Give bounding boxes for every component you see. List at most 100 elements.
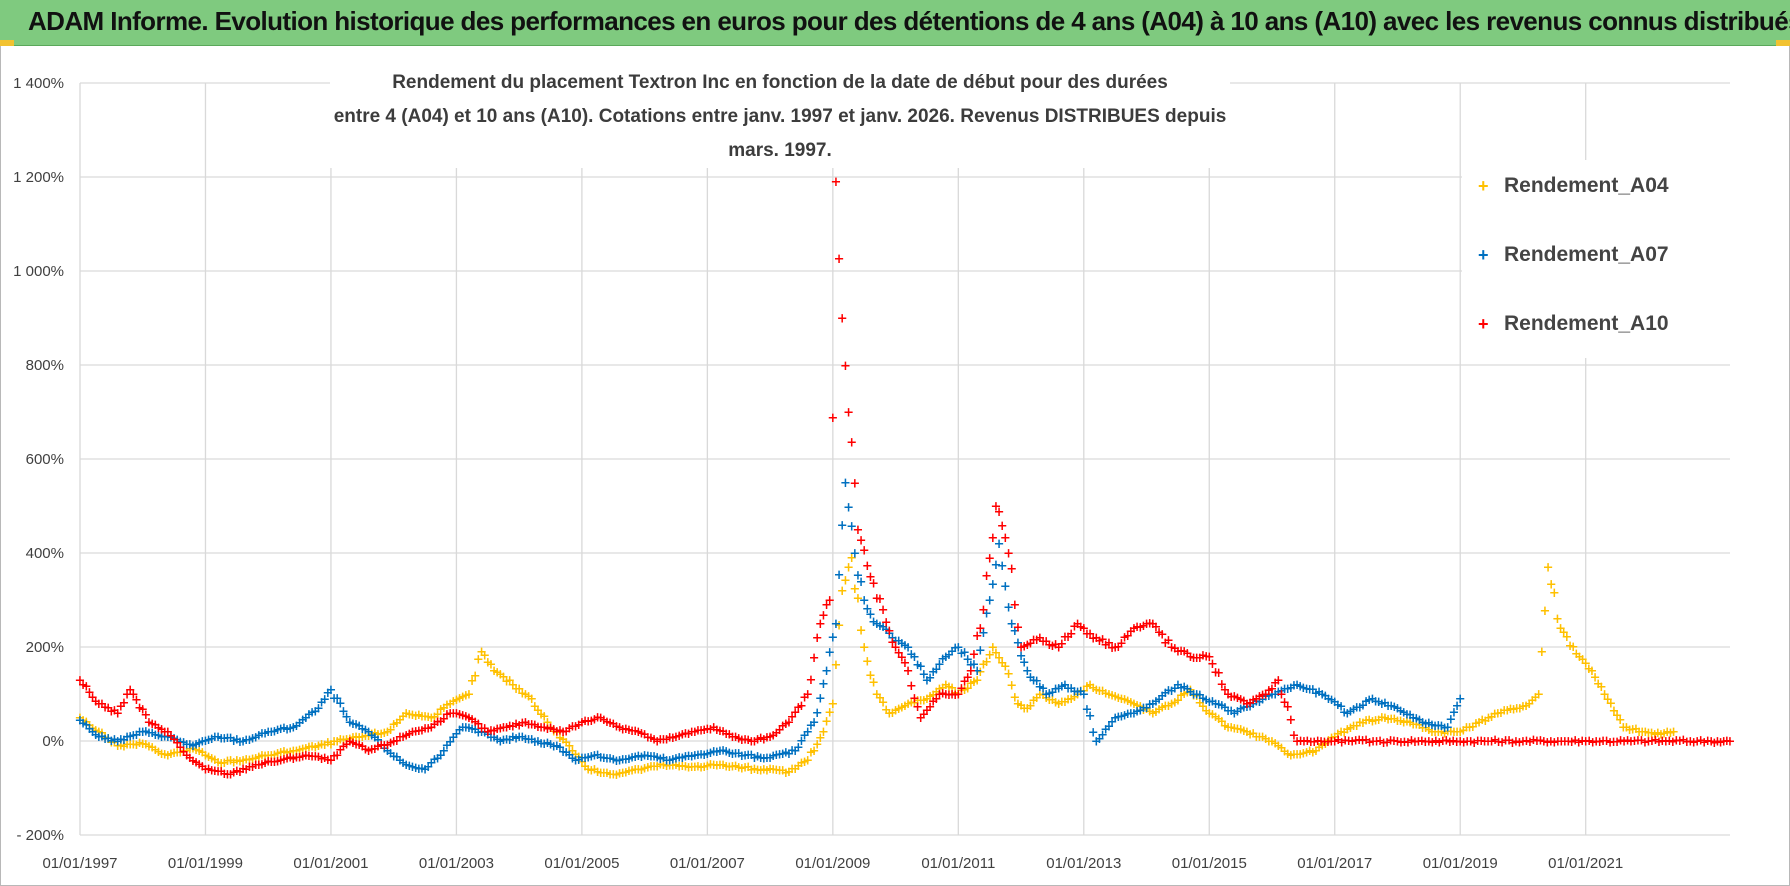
data-point: + bbox=[1022, 638, 1033, 653]
data-point: + bbox=[1637, 725, 1648, 740]
banner-accent-left bbox=[0, 40, 14, 46]
data-point: + bbox=[536, 736, 547, 751]
data-point: + bbox=[686, 749, 697, 764]
data-point: + bbox=[1063, 681, 1074, 696]
data-point: + bbox=[771, 726, 782, 741]
data-point: + bbox=[1665, 726, 1676, 741]
data-point: + bbox=[485, 658, 496, 673]
data-point: + bbox=[1577, 652, 1588, 667]
data-point: + bbox=[1041, 691, 1052, 706]
data-point: + bbox=[724, 727, 735, 742]
data-point: + bbox=[219, 767, 230, 782]
data-point: + bbox=[620, 753, 631, 768]
data-point: + bbox=[1584, 734, 1595, 749]
data-point: + bbox=[1113, 691, 1124, 706]
data-point: + bbox=[1587, 664, 1598, 679]
data-point: + bbox=[222, 768, 233, 783]
data-point: + bbox=[1545, 735, 1556, 750]
data-point: + bbox=[1028, 674, 1039, 689]
data-point: + bbox=[388, 718, 399, 733]
data-point: + bbox=[1577, 734, 1588, 749]
data-point: + bbox=[482, 656, 493, 671]
data-point: + bbox=[247, 752, 258, 767]
data-point: + bbox=[787, 710, 798, 725]
data-point: + bbox=[520, 688, 531, 703]
data-point: + bbox=[1125, 706, 1136, 721]
data-point: + bbox=[187, 742, 198, 757]
data-point: + bbox=[790, 744, 801, 759]
data-point: + bbox=[410, 761, 421, 776]
data-point: + bbox=[1110, 711, 1121, 726]
data-point: + bbox=[564, 748, 575, 763]
data-point: + bbox=[1535, 733, 1546, 748]
data-point: + bbox=[589, 749, 600, 764]
data-point: + bbox=[1000, 659, 1011, 674]
data-point: + bbox=[1695, 733, 1706, 748]
data-point: + bbox=[1361, 695, 1372, 710]
data-point: + bbox=[714, 724, 725, 739]
data-point: + bbox=[1100, 638, 1111, 653]
data-point: + bbox=[984, 552, 995, 567]
data-point: + bbox=[1706, 735, 1717, 750]
data-point: + bbox=[1207, 657, 1218, 672]
data-point: + bbox=[1185, 650, 1196, 665]
data-point: + bbox=[1069, 619, 1080, 634]
data-point: + bbox=[285, 745, 296, 760]
data-point: + bbox=[269, 748, 280, 763]
data-point: + bbox=[1078, 684, 1089, 699]
data-point: + bbox=[677, 728, 688, 743]
data-point: + bbox=[1646, 726, 1657, 741]
data-point: + bbox=[1254, 730, 1265, 745]
data-point: + bbox=[260, 749, 271, 764]
data-point: + bbox=[253, 750, 264, 765]
data-point: + bbox=[790, 705, 801, 720]
data-point: + bbox=[975, 665, 986, 680]
data-point: + bbox=[1376, 711, 1387, 726]
data-point: + bbox=[787, 762, 798, 777]
data-point: + bbox=[611, 754, 622, 769]
data-point: + bbox=[1110, 641, 1121, 656]
data-point: + bbox=[649, 733, 660, 748]
data-point: + bbox=[1411, 717, 1422, 732]
data-point: + bbox=[1580, 735, 1591, 750]
data-point: + bbox=[1405, 708, 1416, 723]
data-point: + bbox=[1216, 699, 1227, 714]
data-point: + bbox=[630, 763, 641, 778]
data-point: + bbox=[388, 750, 399, 765]
data-point: + bbox=[1289, 728, 1300, 743]
data-point: + bbox=[922, 703, 933, 718]
data-point: + bbox=[689, 725, 700, 740]
data-point: + bbox=[711, 745, 722, 760]
data-point: + bbox=[347, 730, 358, 745]
data-point: + bbox=[1025, 637, 1036, 652]
data-point: + bbox=[1298, 681, 1309, 696]
data-point: + bbox=[1160, 686, 1171, 701]
data-point: + bbox=[1361, 733, 1372, 748]
data-point: + bbox=[815, 731, 826, 746]
data-point: + bbox=[1439, 721, 1450, 736]
data-point: + bbox=[1336, 725, 1347, 740]
data-point: + bbox=[661, 753, 672, 768]
data-point: + bbox=[489, 664, 500, 679]
data-point: + bbox=[931, 685, 942, 700]
data-point: + bbox=[1640, 725, 1651, 740]
data-point: + bbox=[1122, 629, 1133, 644]
data-point: + bbox=[247, 760, 258, 775]
data-point: + bbox=[903, 664, 914, 679]
data-point: + bbox=[1441, 733, 1452, 748]
data-point: + bbox=[959, 683, 970, 698]
data-point: + bbox=[1220, 701, 1231, 716]
data-point: + bbox=[247, 731, 258, 746]
data-point: + bbox=[1260, 732, 1271, 747]
data-point: + bbox=[206, 764, 217, 779]
data-point: + bbox=[1712, 734, 1723, 749]
data-point: + bbox=[134, 725, 145, 740]
data-point: + bbox=[222, 731, 233, 746]
data-point: + bbox=[874, 592, 885, 607]
data-point: + bbox=[1207, 708, 1218, 723]
data-point: + bbox=[1103, 636, 1114, 651]
data-point: + bbox=[802, 725, 813, 740]
data-point: + bbox=[702, 722, 713, 737]
data-point: + bbox=[1558, 626, 1569, 641]
data-point: + bbox=[1409, 735, 1420, 750]
